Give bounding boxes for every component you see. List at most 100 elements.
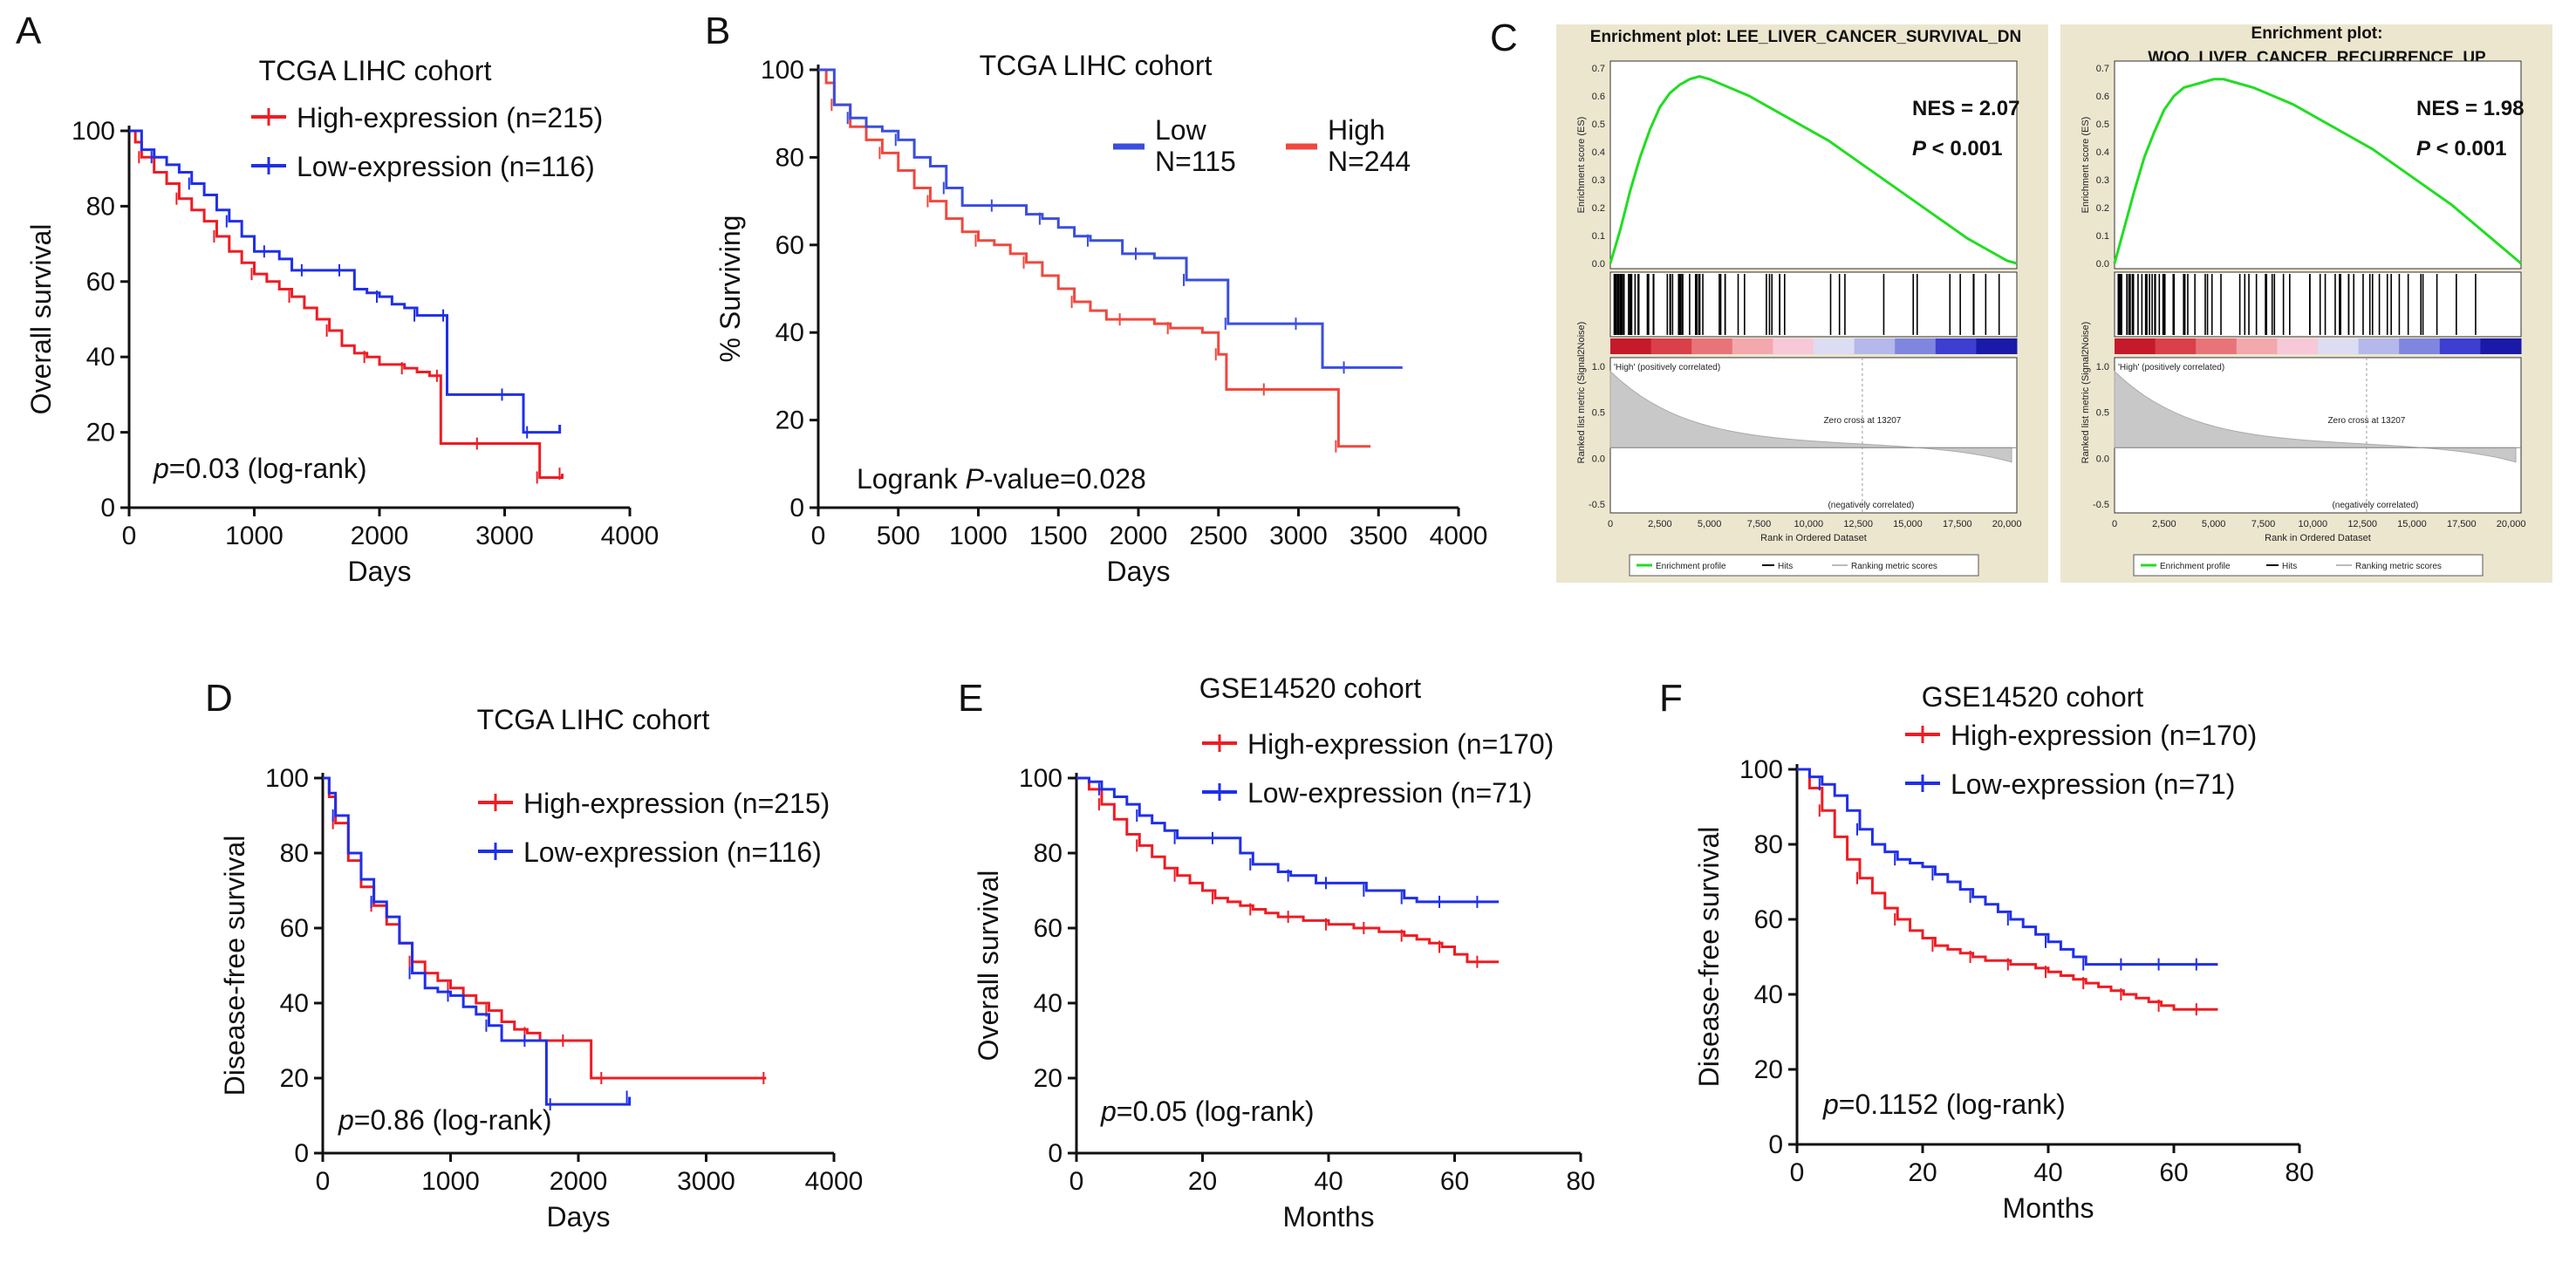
- rank-color-segment: [2155, 338, 2197, 354]
- legend-label: Low-expression (n=116): [523, 836, 822, 868]
- y-tick-label: 80: [1034, 839, 1063, 868]
- metric-y-tick-label: 0.5: [1592, 408, 1605, 419]
- rank-color-segment: [2439, 338, 2481, 354]
- x-tick-label: 2000: [351, 522, 409, 550]
- es-y-axis-label: Enrichment score (ES): [1576, 117, 1587, 214]
- panel-f: F GSE14520 cohort 0 20 40 60 80 0 20 40 60 80 100 Mon…: [1659, 677, 2314, 1224]
- gsea-x-tick-label: 12,500: [1843, 519, 1873, 529]
- legend-label: Low-expression (n=71): [1247, 777, 1532, 809]
- annotation-text: =0.05 (log-rank): [1117, 1096, 1315, 1127]
- x-tick-label: 40: [1314, 1167, 1343, 1196]
- p-value-annotation: p=0.1152 (log-rank): [1822, 1089, 2066, 1120]
- legend-label: High-expression (n=170): [1247, 728, 1554, 760]
- y-axis-label: Disease-free survival: [219, 836, 250, 1096]
- km-curve-low: [818, 68, 1403, 369]
- x-tick-label: 1000: [421, 1167, 480, 1196]
- es-y-tick-label: 0.0: [2096, 259, 2109, 270]
- es-y-tick-label: 0.5: [1592, 119, 1605, 130]
- positive-correlation-label: 'High' (positively correlated): [2118, 363, 2224, 372]
- metric-y-tick-label: 0.5: [2096, 408, 2109, 419]
- hits-strip: [1609, 271, 2018, 338]
- panel-label-c: C: [1490, 17, 1518, 59]
- gsea-title: Enrichment plot: LEE_LIVER_CANCER_SURVIV…: [1590, 28, 2021, 46]
- negative-correlation-label: (negatively correlated): [1828, 501, 1914, 510]
- x-tick-label: 80: [2285, 1158, 2313, 1187]
- gsea-x-axis-label: Rank in Ordered Dataset: [1760, 533, 1867, 543]
- p-italic: P: [1912, 137, 1927, 160]
- rank-color-segment: [2115, 338, 2156, 354]
- km-curve-low-expression: [129, 129, 562, 434]
- es-y-tick-label: 0.1: [1592, 231, 1605, 242]
- gsea-p-value: P < 0.001: [1912, 137, 2002, 160]
- annotation-text: =0.1152 (log-rank): [1839, 1089, 2066, 1120]
- x-tick-label: 0: [316, 1167, 331, 1196]
- p-italic: P: [2416, 137, 2431, 160]
- y-tick-label: 40: [776, 318, 804, 347]
- y-tick-label: 20: [1754, 1055, 1783, 1084]
- es-y-tick-label: 0.3: [1592, 175, 1605, 186]
- y-tick-label: 80: [776, 143, 804, 172]
- gsea-panel-1: Enrichment plot: LEE_LIVER_CANCER_SURVIV…: [1556, 24, 2048, 583]
- y-tick-label: 0: [789, 494, 804, 522]
- gsea-x-tick-label: 7,500: [2251, 519, 2276, 529]
- y-tick-label: 0: [1768, 1130, 1783, 1159]
- es-y-axis-label: Enrichment score (ES): [2081, 117, 2091, 214]
- es-y-tick-label: 0.7: [2096, 64, 2109, 74]
- legend-label: Low-expression (n=116): [297, 151, 595, 182]
- rank-color-segment: [2399, 338, 2441, 354]
- gsea-x-tick-label: 5,000: [1698, 519, 1722, 529]
- x-axis-label: Months: [2003, 1192, 2094, 1224]
- metric-y-tick-label: 1.0: [1592, 362, 1605, 372]
- legend-hits-label: Hits: [1778, 562, 1793, 571]
- legend-label: High: [1328, 114, 1385, 146]
- annotation-prefix: Logrank: [857, 463, 966, 495]
- x-tick-label: 20: [1188, 1167, 1217, 1196]
- gsea-x-tick-label: 0: [2112, 519, 2117, 529]
- gsea-x-tick-label: 20,000: [2497, 519, 2526, 529]
- y-tick-label: 80: [1754, 830, 1783, 859]
- legend-label: High-expression (n=215): [523, 788, 830, 819]
- positive-correlation-label: 'High' (positively correlated): [1614, 363, 1720, 372]
- rank-color-segment: [1854, 338, 1896, 354]
- rank-color-segment: [2318, 338, 2360, 354]
- y-tick-label: 60: [1754, 905, 1783, 934]
- legend-label: N=244: [1328, 146, 1411, 177]
- rank-color-segment: [1935, 338, 1977, 354]
- x-tick-label: 1500: [1029, 522, 1088, 550]
- y-tick-label: 100: [265, 764, 309, 793]
- y-axis-label: Disease-free survival: [1693, 827, 1725, 1088]
- gsea-panel-2: Enrichment plot:WOO_LIVER_CANCER_RECURRE…: [2060, 24, 2552, 583]
- km-curve-low-expression: [1076, 776, 1500, 904]
- chart-title: GSE14520 cohort: [1922, 681, 2144, 713]
- x-tick-label: 0: [811, 522, 826, 550]
- km-curve-low-expression: [1797, 768, 2218, 966]
- gsea-x-tick-label: 2,500: [1648, 519, 1672, 529]
- metric-y-axis-label: Ranked list metric (Signal2Noise): [2081, 322, 2091, 464]
- zero-cross-label: Zero cross at 13207: [2327, 416, 2405, 426]
- gsea-x-tick-label: 17,500: [1943, 519, 1972, 529]
- es-y-tick-label: 0.0: [1592, 259, 1605, 270]
- metric-y-tick-label: 0.0: [2096, 454, 2109, 464]
- km-curve-high: [818, 68, 1371, 448]
- p-value-annotation: p=0.03 (log-rank): [153, 453, 367, 484]
- y-tick-label: 100: [1739, 755, 1783, 784]
- rank-color-segment: [1691, 338, 1733, 354]
- gsea-x-tick-label: 15,000: [1893, 519, 1923, 529]
- x-axis-label: Months: [1283, 1201, 1375, 1232]
- y-tick-label: 0: [1048, 1139, 1063, 1168]
- y-tick-label: 20: [86, 419, 115, 447]
- rank-color-segment: [2358, 338, 2400, 354]
- x-tick-label: 2000: [550, 1167, 608, 1196]
- annotation-italic: p: [153, 453, 169, 484]
- gsea-x-tick-label: 10,000: [2298, 519, 2327, 529]
- rank-color-segment: [2236, 338, 2278, 354]
- nes-value: NES = 1.98: [2416, 97, 2524, 120]
- p-text: < 0.001: [1926, 137, 2002, 160]
- gsea-x-axis-label: Rank in Ordered Dataset: [2265, 533, 2371, 543]
- panel-label-f: F: [1659, 677, 1683, 720]
- es-plot-area: [1609, 60, 2018, 270]
- gsea-p-value: P < 0.001: [2416, 137, 2506, 160]
- x-tick-label: 3000: [677, 1167, 735, 1196]
- x-tick-label: 0: [1790, 1158, 1805, 1187]
